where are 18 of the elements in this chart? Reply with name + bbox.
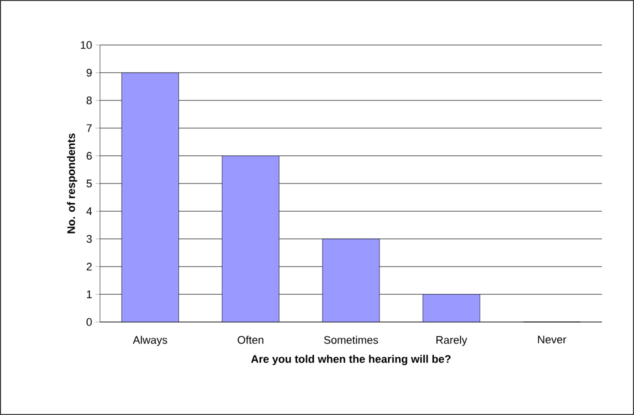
y-tick-label: 1	[86, 290, 92, 298]
y-tick-label: 7	[86, 124, 92, 132]
x-tick-label: Never	[538, 336, 566, 344]
y-tick-label: 2	[86, 262, 92, 270]
y-tick-label: 10	[80, 41, 92, 49]
y-tick-label: 3	[86, 235, 92, 243]
x-axis-title: Are you told when the hearing will be?	[251, 354, 451, 366]
y-tick-label: 5	[86, 180, 92, 188]
y-tick-label: 4	[86, 207, 92, 215]
y-axis-title: No. of respondents	[66, 134, 78, 234]
x-tick-label: Sometimes	[324, 336, 378, 344]
y-tick-label: 8	[86, 96, 92, 104]
y-tick-label: 0	[86, 318, 92, 326]
y-tick-label: 9	[86, 68, 92, 77]
x-tick-label: Often	[238, 336, 264, 344]
y-tick-label: 6	[86, 152, 92, 160]
x-tick-label: Rarely	[436, 336, 468, 346]
x-tick-label: Always	[132, 336, 168, 346]
